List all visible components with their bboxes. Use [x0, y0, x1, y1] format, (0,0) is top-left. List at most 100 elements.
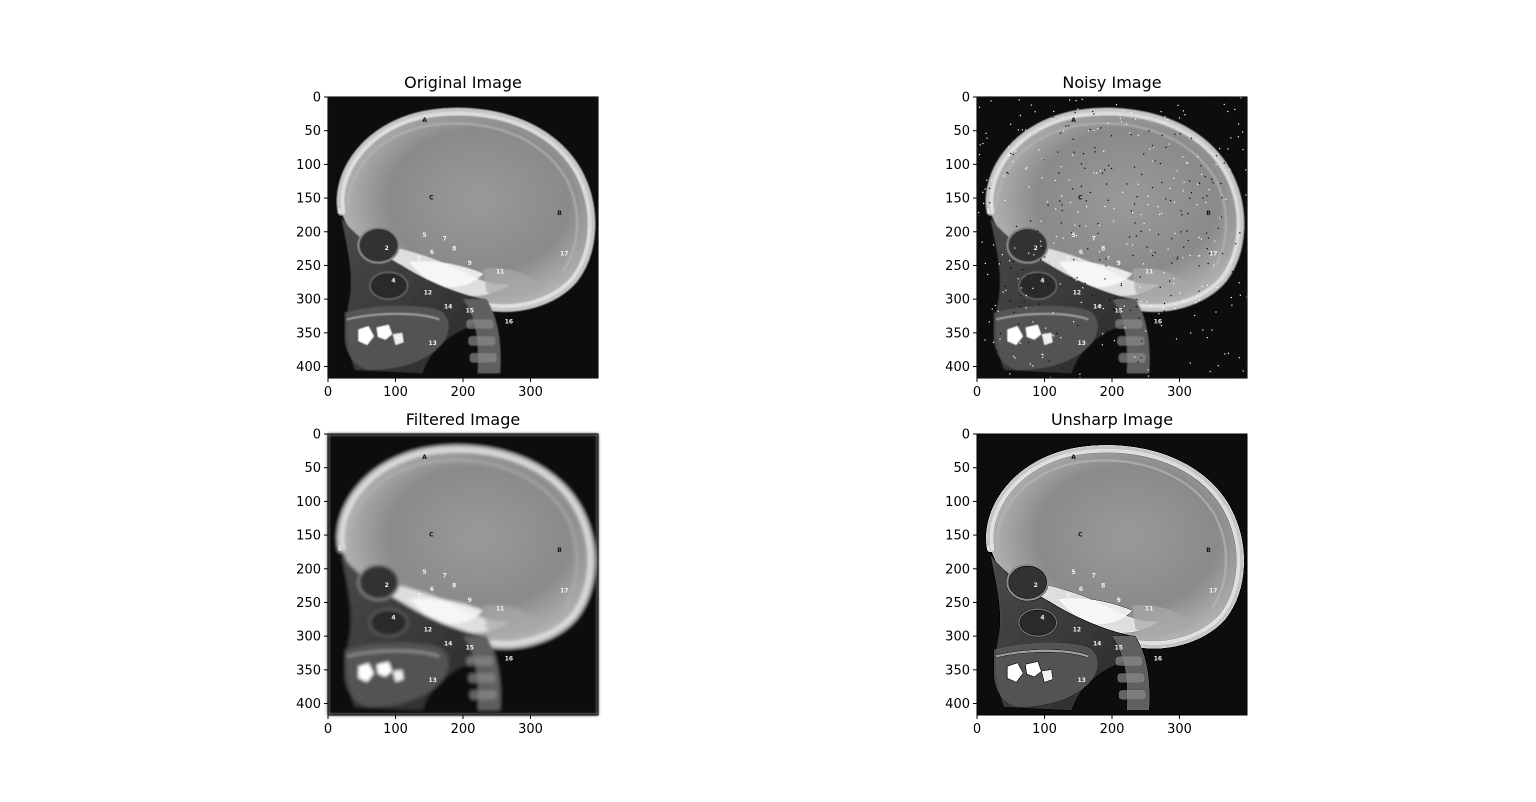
y-tick-label: 150: [296, 529, 321, 544]
marker-label: 9: [1117, 597, 1121, 604]
marker-label: 5: [422, 569, 426, 576]
x-tick-label: 200: [1100, 722, 1125, 737]
marker-label: 2: [385, 582, 389, 589]
filtered-image-xray-image: [328, 434, 598, 715]
marker-label: 12: [1073, 626, 1081, 633]
noisy-image-panel: Noisy ImageACB12345678910111213141516170…: [945, 73, 1248, 400]
marker-label: 8: [1101, 583, 1105, 590]
marker-label: 15: [1115, 645, 1123, 652]
y-tick-label: 100: [296, 495, 321, 510]
unsharp-image-xray-image: [977, 434, 1247, 715]
x-tick-label: 100: [1032, 722, 1057, 737]
y-tick-label: 250: [945, 596, 970, 611]
x-tick-label: 0: [324, 385, 332, 400]
y-tick-label: 250: [296, 259, 321, 274]
y-tick-label: 350: [945, 326, 970, 341]
y-tick-label: 350: [296, 663, 321, 678]
marker-label: A: [422, 117, 427, 124]
marker-label: 15: [466, 645, 474, 652]
marker-label: B: [1206, 547, 1211, 554]
x-tick-label: 300: [518, 385, 543, 400]
original-image-xray-image: [328, 97, 598, 378]
x-tick-label: 300: [1167, 385, 1192, 400]
y-tick-label: 400: [296, 697, 321, 712]
y-tick-label: 0: [313, 428, 321, 443]
y-tick-label: 0: [962, 428, 970, 443]
marker-label: 13: [428, 340, 436, 347]
y-tick-label: 0: [313, 91, 321, 106]
marker-label: B: [557, 210, 562, 217]
marker-label: 13: [1077, 340, 1085, 347]
marker-label: A: [422, 454, 427, 461]
marker-label: 4: [1040, 277, 1044, 284]
marker-label: 1: [986, 545, 990, 552]
marker-label: 2: [1034, 582, 1038, 589]
marker-label: 14: [1093, 641, 1101, 648]
marker-label: 2: [385, 245, 389, 252]
marker-label: 7: [1092, 236, 1096, 243]
x-tick-label: 200: [451, 722, 476, 737]
marker-label: 17: [1209, 587, 1217, 594]
marker-label: 13: [428, 677, 436, 684]
marker-label: 14: [1093, 304, 1101, 311]
marker-label: 13: [1077, 677, 1085, 684]
marker-label: 5: [1071, 232, 1075, 239]
x-tick-label: 100: [383, 385, 408, 400]
marker-label: 3: [1066, 593, 1070, 600]
marker-label: 7: [443, 236, 447, 243]
filtered-image-title: Filtered Image: [406, 410, 520, 429]
y-tick-label: 250: [296, 596, 321, 611]
y-tick-label: 100: [945, 495, 970, 510]
marker-label: 7: [443, 573, 447, 580]
y-tick-label: 300: [296, 630, 321, 645]
marker-label: 1: [337, 545, 341, 552]
y-tick-label: 50: [953, 124, 970, 139]
marker-label: 15: [1115, 308, 1123, 315]
y-tick-label: 100: [945, 158, 970, 173]
marker-label: 8: [1101, 246, 1105, 253]
marker-label: 8: [452, 583, 456, 590]
marker-label: 9: [468, 260, 472, 267]
y-tick-label: 150: [945, 192, 970, 207]
y-tick-label: 200: [296, 225, 321, 240]
y-tick-label: 300: [945, 293, 970, 308]
y-tick-label: 50: [953, 461, 970, 476]
marker-label: 16: [1154, 318, 1162, 325]
marker-label: 11: [1145, 606, 1153, 613]
x-tick-label: 0: [973, 385, 981, 400]
marker-label: 4: [1040, 614, 1044, 621]
marker-label: 8: [452, 246, 456, 253]
x-tick-label: 200: [451, 385, 476, 400]
marker-label: 17: [560, 250, 568, 257]
marker-label: 5: [1071, 569, 1075, 576]
y-tick-label: 200: [945, 562, 970, 577]
marker-label: 16: [1154, 655, 1162, 662]
marker-label: 15: [466, 308, 474, 315]
x-tick-label: 300: [518, 722, 543, 737]
marker-label: 10: [1111, 273, 1119, 280]
marker-label: B: [1206, 210, 1211, 217]
y-tick-label: 400: [945, 360, 970, 375]
x-tick-label: 300: [1167, 722, 1192, 737]
y-tick-label: 200: [296, 562, 321, 577]
unsharp-image-title: Unsharp Image: [1051, 410, 1173, 429]
marker-label: 14: [444, 304, 452, 311]
y-tick-label: 100: [296, 158, 321, 173]
marker-label: 10: [462, 610, 470, 617]
marker-label: A: [1071, 117, 1076, 124]
marker-label: 6: [1079, 586, 1083, 593]
marker-label: 12: [424, 289, 432, 296]
marker-label: 14: [444, 641, 452, 648]
marker-label: 2: [1034, 245, 1038, 252]
marker-label: 1: [337, 208, 341, 215]
marker-label: 9: [1117, 260, 1121, 267]
y-tick-label: 300: [296, 293, 321, 308]
marker-label: 6: [1079, 249, 1083, 256]
marker-label: 10: [1111, 610, 1119, 617]
original-image-panel: Original ImageACB12345678910111213141516…: [296, 73, 598, 400]
marker-label: 12: [1073, 289, 1081, 296]
y-tick-label: 0: [962, 91, 970, 106]
marker-label: 6: [430, 586, 434, 593]
marker-label: 4: [391, 277, 395, 284]
x-tick-label: 0: [324, 722, 332, 737]
